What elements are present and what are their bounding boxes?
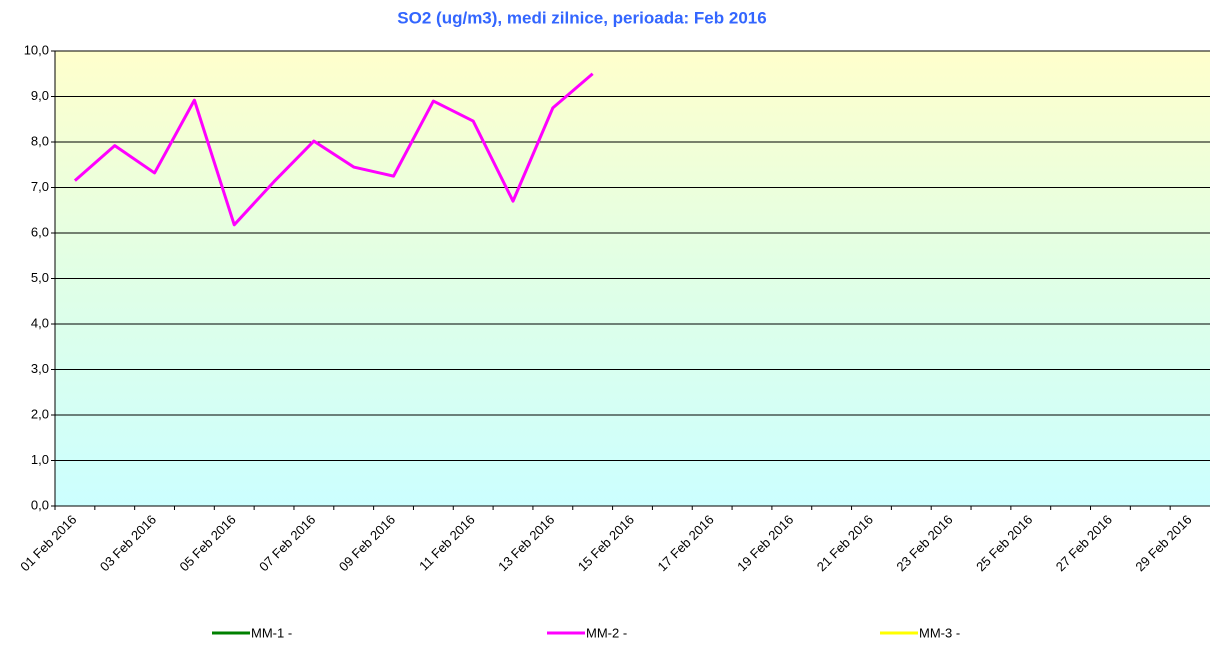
x-tick-label: 09 Feb 2016 <box>336 512 398 574</box>
x-tick-label: 29 Feb 2016 <box>1132 512 1194 574</box>
x-tick-label: 05 Feb 2016 <box>177 512 239 574</box>
x-tick-label: 03 Feb 2016 <box>97 512 159 574</box>
x-tick-label: 23 Feb 2016 <box>893 512 955 574</box>
x-tick-label: 07 Feb 2016 <box>256 512 318 574</box>
y-tick-label: 5,0 <box>31 270 49 285</box>
chart-title: SO2 (ug/m3), medi zilnice, perioada: Feb… <box>397 8 766 27</box>
y-tick-label: 6,0 <box>31 224 49 239</box>
x-tick-label: 25 Feb 2016 <box>973 512 1035 574</box>
y-tick-label: 4,0 <box>31 315 49 330</box>
x-tick-label: 17 Feb 2016 <box>654 512 716 574</box>
y-tick-label: 1,0 <box>31 452 49 467</box>
x-tick-label: 13 Feb 2016 <box>495 512 557 574</box>
x-tick-label: 11 Feb 2016 <box>416 512 478 574</box>
y-tick-label: 10,0 <box>24 42 49 57</box>
y-tick-label: 0,0 <box>31 497 49 512</box>
x-tick-label: 21 Feb 2016 <box>814 512 876 574</box>
legend-label: MM-2 - <box>586 625 627 640</box>
legend-label: MM-3 - <box>919 625 960 640</box>
legend-label: MM-1 - <box>251 625 292 640</box>
y-tick-label: 3,0 <box>31 361 49 376</box>
x-tick-label: 01 Feb 2016 <box>17 512 79 574</box>
x-tick-label: 15 Feb 2016 <box>575 512 637 574</box>
y-tick-label: 9,0 <box>31 88 49 103</box>
y-tick-label: 7,0 <box>31 179 49 194</box>
x-tick-label: 19 Feb 2016 <box>734 512 796 574</box>
y-tick-label: 2,0 <box>31 406 49 421</box>
series-line <box>73 72 594 227</box>
x-tick-label: 27 Feb 2016 <box>1053 512 1115 574</box>
y-tick-label: 8,0 <box>31 133 49 148</box>
